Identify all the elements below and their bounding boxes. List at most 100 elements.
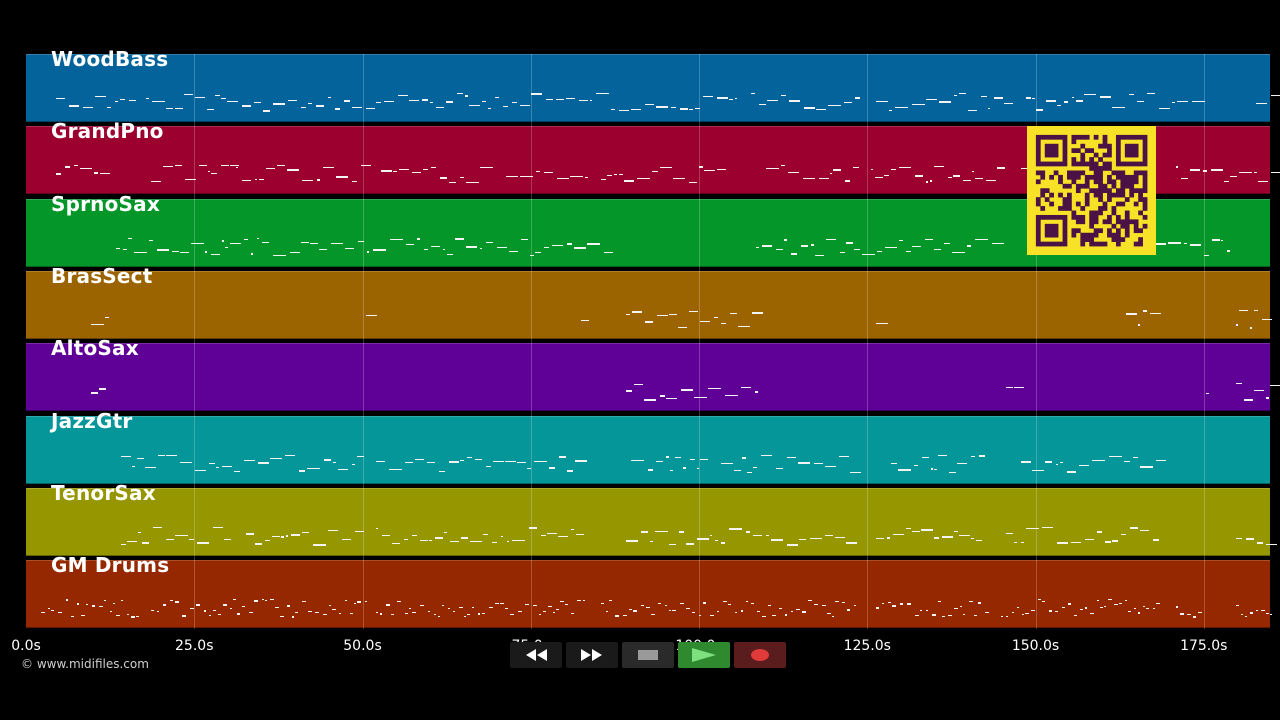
note-mark bbox=[827, 613, 831, 615]
note-mark bbox=[121, 455, 131, 457]
note-mark bbox=[1085, 538, 1094, 540]
note-mark bbox=[1266, 613, 1269, 615]
note-mark bbox=[585, 177, 588, 179]
record-button[interactable] bbox=[734, 642, 786, 668]
note-mark bbox=[680, 603, 684, 605]
time-tick-label: 175.0s bbox=[1180, 638, 1228, 654]
note-mark bbox=[1180, 613, 1184, 616]
note-mark bbox=[1250, 612, 1253, 615]
note-mark bbox=[41, 612, 45, 614]
note-mark bbox=[742, 456, 746, 459]
note-mark bbox=[1100, 96, 1111, 98]
note-mark bbox=[430, 102, 433, 103]
note-mark bbox=[1074, 615, 1077, 617]
note-mark bbox=[699, 166, 703, 169]
note-mark bbox=[671, 107, 676, 108]
note-mark bbox=[1080, 609, 1083, 611]
track-name: SprnoSax bbox=[51, 191, 160, 216]
note-mark bbox=[1184, 242, 1187, 244]
note-mark bbox=[842, 602, 845, 604]
note-mark bbox=[1084, 94, 1096, 95]
note-mark bbox=[1006, 616, 1008, 618]
note-mark bbox=[1032, 98, 1035, 99]
note-mark bbox=[673, 178, 685, 180]
note-mark bbox=[197, 541, 209, 544]
note-mark bbox=[926, 610, 928, 612]
note-mark bbox=[1203, 170, 1207, 173]
note-mark bbox=[319, 248, 327, 250]
note-mark bbox=[257, 237, 259, 239]
note-mark bbox=[575, 459, 587, 462]
note-mark bbox=[974, 615, 977, 617]
note-mark bbox=[227, 101, 238, 102]
note-mark bbox=[209, 615, 211, 617]
rewind-button[interactable] bbox=[510, 642, 562, 668]
note-mark bbox=[899, 167, 911, 169]
gridline bbox=[362, 54, 364, 629]
note-mark bbox=[467, 456, 472, 458]
note-mark bbox=[1057, 541, 1068, 544]
note-mark bbox=[921, 528, 933, 531]
note-mark bbox=[509, 250, 518, 252]
note-mark bbox=[209, 462, 215, 464]
note-mark bbox=[948, 615, 952, 617]
note-mark bbox=[768, 605, 771, 607]
note-mark bbox=[1150, 312, 1161, 314]
note-mark bbox=[1261, 610, 1265, 612]
note-mark bbox=[153, 526, 162, 528]
note-mark bbox=[1055, 611, 1058, 613]
note-mark bbox=[926, 181, 928, 184]
note-mark bbox=[681, 389, 693, 392]
note-mark bbox=[448, 608, 450, 610]
note-mark bbox=[972, 171, 974, 173]
note-mark bbox=[333, 461, 336, 463]
note-mark bbox=[127, 540, 137, 542]
note-mark bbox=[888, 602, 891, 604]
note-mark bbox=[1140, 465, 1153, 468]
note-mark bbox=[397, 601, 401, 603]
note-mark bbox=[1236, 383, 1242, 385]
note-mark bbox=[832, 616, 834, 618]
note-mark bbox=[906, 527, 911, 529]
note-mark bbox=[1159, 108, 1170, 109]
track-name: GM Drums bbox=[51, 553, 170, 578]
note-mark bbox=[442, 605, 444, 607]
note-mark bbox=[808, 600, 812, 602]
gridline bbox=[1035, 54, 1037, 629]
note-mark bbox=[65, 166, 70, 169]
note-mark bbox=[505, 608, 508, 610]
note-mark bbox=[560, 601, 564, 603]
note-mark bbox=[74, 165, 78, 167]
note-mark bbox=[689, 182, 697, 184]
note-mark bbox=[208, 171, 210, 173]
note-mark bbox=[825, 465, 836, 467]
note-mark bbox=[120, 99, 125, 100]
play-button[interactable] bbox=[678, 642, 730, 668]
note-mark bbox=[225, 246, 228, 248]
stop-button[interactable] bbox=[622, 642, 674, 668]
note-mark bbox=[376, 527, 378, 529]
time-tick-label: 25.0s bbox=[175, 638, 214, 654]
note-mark bbox=[1147, 93, 1155, 94]
note-mark bbox=[979, 454, 985, 457]
note-mark bbox=[930, 180, 932, 183]
fast-forward-button[interactable] bbox=[566, 642, 618, 668]
note-mark bbox=[679, 530, 684, 533]
gridline bbox=[530, 54, 532, 629]
note-mark bbox=[412, 534, 417, 536]
note-mark bbox=[517, 461, 526, 463]
note-mark bbox=[735, 612, 737, 614]
note-mark bbox=[1129, 94, 1134, 95]
note-mark bbox=[1153, 608, 1155, 610]
note-mark bbox=[86, 604, 88, 606]
note-mark bbox=[116, 615, 120, 617]
note-mark bbox=[920, 610, 922, 612]
note-mark bbox=[376, 612, 378, 614]
note-mark bbox=[290, 251, 300, 253]
note-mark bbox=[577, 600, 581, 602]
note-mark bbox=[755, 391, 758, 394]
note-mark bbox=[56, 98, 65, 99]
note-mark bbox=[855, 97, 860, 99]
note-mark bbox=[149, 239, 153, 241]
note-mark bbox=[683, 466, 686, 469]
